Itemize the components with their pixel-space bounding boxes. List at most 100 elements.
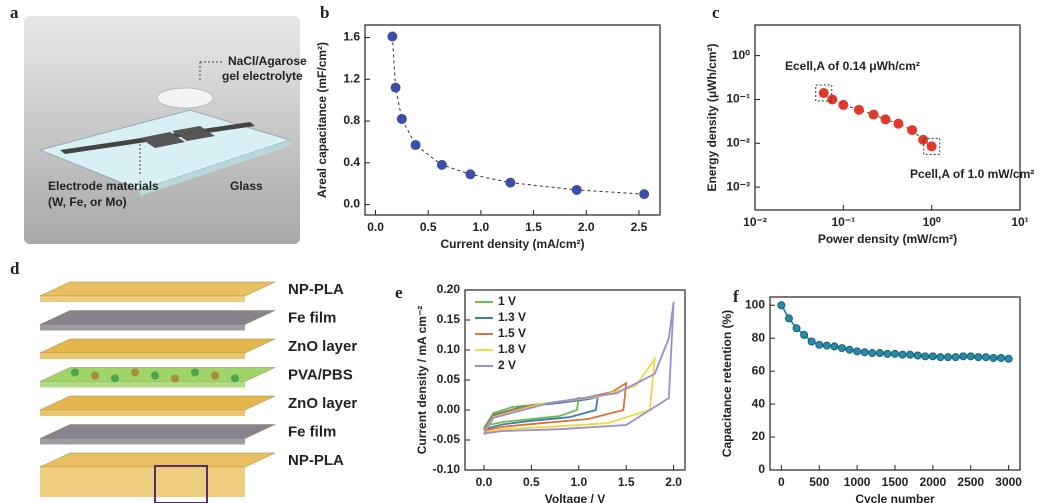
marker <box>997 353 1006 362</box>
legend-label: 1.3 V <box>498 310 526 324</box>
layer <box>39 395 276 411</box>
plot-frame <box>769 296 1021 471</box>
x-tick-label: 1.5 <box>525 220 542 234</box>
marker <box>410 140 421 151</box>
series-line <box>823 92 932 147</box>
marker <box>891 349 899 358</box>
y-tick-label: -0.10 <box>433 462 461 476</box>
x-tick-label: 500 <box>809 475 829 489</box>
marker <box>918 134 929 145</box>
particle <box>171 374 179 383</box>
marker <box>868 349 877 358</box>
x-axis-label: Cycle number <box>855 492 935 503</box>
marker <box>845 345 854 354</box>
panel-label: c <box>712 3 720 22</box>
glass-edge <box>140 140 290 196</box>
y-tick-label: 0.05 <box>437 372 461 386</box>
annotation: Pcell,A of 1.0 mW/cm² <box>910 167 1034 181</box>
layer-label: PVA/PBS <box>288 366 353 383</box>
marker <box>505 177 516 188</box>
x-tick-label: 1000 <box>844 475 871 489</box>
x-tick-label: 0.0 <box>367 220 384 234</box>
particle <box>91 371 99 380</box>
marker <box>837 344 846 353</box>
x-tick-label: 10⁻¹ <box>831 215 855 229</box>
layer-label: NP-PLA <box>288 452 344 469</box>
legend-label: 1 V <box>498 294 516 308</box>
panel-label: a <box>10 3 19 22</box>
label: NaCl/Agarose <box>228 54 307 68</box>
layer <box>39 338 276 354</box>
x-tick-label: 0.0 <box>476 475 493 489</box>
x-tick-label: 2.0 <box>578 220 595 234</box>
y-axis-label: Capacitance retention (%) <box>720 310 734 457</box>
x-tick-label: 0.5 <box>420 220 437 234</box>
y-tick-label: 10⁻² <box>726 135 750 149</box>
x-tick-label: 10¹ <box>1011 215 1028 229</box>
label: (W, Fe, or Mo) <box>48 195 127 209</box>
marker <box>966 352 975 361</box>
layer-label: ZnO layer <box>288 395 357 412</box>
x-tick-label: 1.0 <box>473 220 490 234</box>
marker <box>868 109 879 120</box>
marker <box>1004 354 1013 363</box>
layer-side <box>40 467 245 497</box>
marker <box>777 301 786 310</box>
marker <box>906 350 915 359</box>
layer-label: Fe film <box>288 309 336 326</box>
marker <box>853 104 864 115</box>
marker <box>815 340 824 349</box>
y-tick-label: 0.0 <box>343 197 360 211</box>
x-tick-label: 1.5 <box>618 475 635 489</box>
y-tick-label: 10⁰ <box>732 48 750 62</box>
marker <box>838 99 849 110</box>
marker <box>875 349 884 358</box>
y-tick-label: 0.00 <box>437 402 461 416</box>
x-axis-label: Power density (mW/cm²) <box>818 232 957 246</box>
x-tick-label: 10⁰ <box>923 215 941 229</box>
particle <box>131 368 139 377</box>
particle <box>71 368 79 377</box>
layer-side <box>40 438 245 445</box>
y-axis-label: Current density / mA cm⁻² <box>415 306 429 455</box>
marker <box>913 351 922 360</box>
y-axis-label: Areal capacitance (mF/cm²) <box>315 42 329 198</box>
series-line <box>391 36 645 195</box>
marker <box>387 31 398 42</box>
y-tick-label: 1.2 <box>343 71 360 85</box>
y-tick-label: 1.6 <box>343 30 360 44</box>
x-axis-label: Voltage / V <box>545 492 605 503</box>
y-tick-label: 100 <box>745 297 765 311</box>
marker <box>951 353 960 362</box>
particle <box>211 371 219 380</box>
y-tick-label: 0.4 <box>343 155 360 169</box>
series-line <box>483 396 580 429</box>
zoom-box <box>154 465 208 503</box>
series-line <box>483 395 599 431</box>
marker <box>639 189 650 200</box>
layer-side <box>40 353 245 359</box>
y-tick-label: 10⁻³ <box>726 179 750 193</box>
particle <box>111 374 119 383</box>
layer-label: ZnO layer <box>288 338 357 355</box>
panel-label: d <box>10 259 20 278</box>
x-tick-label: 1.0 <box>570 475 587 489</box>
legend-label: 1.8 V <box>498 342 526 356</box>
layer <box>39 281 276 297</box>
marker <box>926 141 937 152</box>
y-tick-label: 60 <box>752 363 766 377</box>
gel <box>156 87 214 109</box>
panel-label: e <box>395 283 403 302</box>
highlight-box <box>923 137 941 155</box>
marker <box>893 118 904 129</box>
label: Electrode materials <box>48 179 159 193</box>
electrode <box>140 132 185 148</box>
panel-label: f <box>733 287 739 306</box>
x-tick-label: 2500 <box>957 475 984 489</box>
marker <box>800 330 809 339</box>
x-tick-label: 0 <box>778 475 785 489</box>
layer <box>39 310 276 325</box>
x-tick-label: 0.5 <box>523 475 540 489</box>
layer-side <box>40 410 245 416</box>
